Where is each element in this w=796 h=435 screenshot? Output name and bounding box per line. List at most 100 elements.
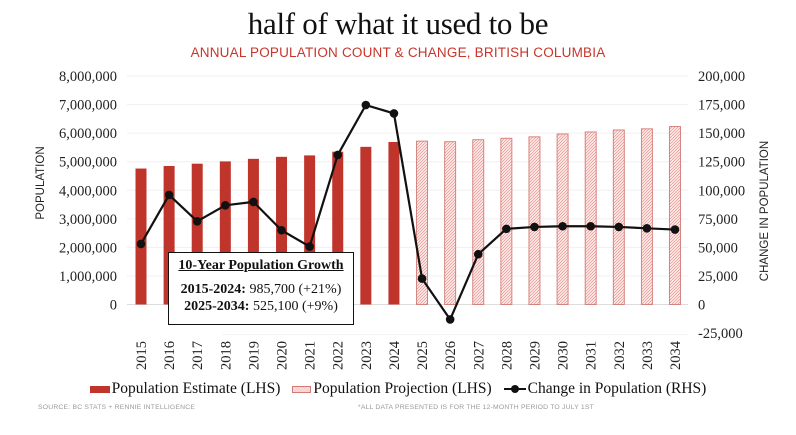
- left-axis-tick-label: 2,000,000: [59, 240, 117, 256]
- hatched-bar-swatch-icon: [292, 385, 312, 393]
- change-point: [164, 190, 174, 200]
- legend-label: Change in Population (RHS): [527, 380, 707, 397]
- growth-annotation-box: 10-Year Population Growth 2015-2024: 985…: [168, 252, 354, 325]
- change-point: [558, 221, 567, 231]
- legend-label: Population Projection (LHS): [313, 380, 492, 397]
- projection-bar: [444, 141, 457, 305]
- x-axis-tick-label: 2017: [190, 341, 206, 370]
- right-axis-tick-label: 125,000: [698, 155, 745, 171]
- legend-item-estimate: Population Estimate (LHS): [89, 380, 281, 398]
- x-axis-tick-label: 2028: [499, 341, 515, 370]
- right-axis-tick-label: 25,000: [698, 269, 738, 285]
- change-point: [586, 221, 595, 231]
- x-axis-tick-label: 2031: [584, 341, 600, 370]
- x-axis-tick-label: 2018: [218, 341, 234, 370]
- estimate-bar: [332, 151, 344, 305]
- left-axis-tick-label: 4,000,000: [59, 183, 117, 199]
- x-axis-tick-label: 2025: [415, 341, 431, 370]
- change-point: [192, 217, 202, 226]
- source-note: SOURCE: BC STATS + RENNIE INTELLIGENCE: [38, 404, 196, 411]
- x-axis-tick-label: 2015: [134, 341, 150, 370]
- legend-item-projection: Population Projection (LHS): [292, 380, 492, 398]
- right-axis-tick-label: 100,000: [698, 183, 745, 199]
- estimate-bar: [360, 146, 372, 305]
- annotation-value: 985,700 (+21%): [249, 282, 342, 297]
- x-axis-tick-label: 2033: [640, 341, 656, 370]
- x-axis-tick-label: 2027: [471, 341, 487, 370]
- legend: Population Estimate (LHS) Population Pro…: [0, 380, 796, 398]
- right-axis-title: CHANGE IN POPULATION: [759, 141, 771, 281]
- change-point: [670, 225, 680, 234]
- projection-bar: [528, 136, 541, 305]
- estimate-bar: [163, 165, 175, 305]
- change-point: [221, 201, 230, 210]
- x-axis-tick-label: 2032: [612, 341, 628, 370]
- left-axis-tick-label: 1,000,000: [59, 269, 117, 285]
- change-line-path: [140, 103, 676, 321]
- change-point: [502, 224, 511, 234]
- data-period-note: *ALL DATA PRESENTED IS FOR THE 12-MONTH …: [358, 404, 594, 411]
- x-axis-tick-label: 2024: [387, 340, 403, 370]
- right-axis-tick-label: 50,000: [698, 240, 738, 256]
- right-axis-tick-label: 0: [698, 298, 705, 314]
- left-axis-tick-label: 7,000,000: [59, 98, 117, 114]
- annotation-title: 10-Year Population Growth: [178, 258, 344, 273]
- chart-subtitle: ANNUAL POPULATION COUNT & CHANGE, BRITIS…: [190, 45, 606, 60]
- x-axis-tick-label: 2026: [443, 341, 459, 370]
- annotation-period: 2015-2024:: [180, 282, 246, 297]
- change-point: [389, 109, 399, 118]
- x-axis-tick-label: 2020: [275, 341, 291, 370]
- line-marker-swatch-icon: [503, 384, 526, 394]
- x-axis-tick-label: 2029: [527, 341, 543, 370]
- change-point: [473, 249, 483, 259]
- left-axis-tick-label: 5,000,000: [59, 155, 117, 171]
- solid-bar-swatch-icon: [89, 385, 110, 393]
- estimate-bar: [191, 163, 203, 305]
- left-axis-ticks: 8,000,000 7,000,000 6,000,000 5,000,000 4,00…: [59, 69, 117, 314]
- change-point: [361, 100, 371, 110]
- change-point: [333, 150, 343, 160]
- projection-bar: [556, 133, 569, 305]
- projection-bar: [669, 126, 681, 305]
- change-point: [445, 315, 455, 324]
- right-axis-tick-label: 200,000: [698, 69, 745, 85]
- estimate-bar: [304, 155, 316, 305]
- x-axis-ticks: 2015 2016 2017 2018 2019 2020 2021 2022 2023 2024…: [134, 340, 684, 370]
- annotation-value: 525,100 (+9%): [252, 299, 338, 314]
- change-point: [277, 225, 286, 235]
- change-point: [530, 222, 539, 232]
- change-point: [614, 222, 624, 232]
- left-axis-tick-label: 8,000,000: [59, 69, 117, 85]
- right-axis-tick-label: 75,000: [698, 212, 738, 228]
- right-axis-tick-label: 150,000: [698, 126, 745, 142]
- left-axis-tick-label: 3,000,000: [59, 212, 117, 228]
- annotation-period: 2025-2034:: [184, 299, 250, 314]
- projection-bar: [472, 139, 485, 305]
- right-axis-tick-label: -25,000: [698, 326, 743, 342]
- x-axis-tick-label: 2019: [246, 341, 262, 370]
- estimate-bar: [135, 168, 147, 305]
- x-axis-tick-label: 2030: [556, 341, 572, 370]
- projection-bar: [416, 140, 429, 305]
- left-axis-tick-label: 6,000,000: [59, 126, 117, 142]
- change-point: [136, 239, 146, 249]
- x-axis-tick-label: 2021: [303, 341, 319, 370]
- projection-bar: [640, 128, 653, 305]
- change-point: [305, 242, 314, 251]
- change-line: [136, 100, 680, 324]
- projection-bar: [500, 137, 513, 305]
- annotation-row: 2015-2024: 985,700 (+21%): [169, 281, 353, 298]
- legend-item-change: Change in Population (RHS): [503, 380, 707, 398]
- annotation-row: 2025-2034: 525,100 (+9%): [169, 298, 353, 315]
- change-point: [642, 223, 652, 233]
- left-axis-tick-label: 0: [110, 298, 117, 314]
- left-axis-title: POPULATION: [35, 146, 47, 219]
- change-point: [249, 197, 258, 207]
- legend-label: Population Estimate (LHS): [111, 380, 281, 397]
- right-axis-tick-label: 175,000: [698, 98, 745, 114]
- estimate-bar: [388, 141, 400, 305]
- estimate-bar: [219, 161, 231, 305]
- chart-title: half of what it used to be: [247, 6, 549, 41]
- x-axis-tick-label: 2023: [359, 341, 375, 370]
